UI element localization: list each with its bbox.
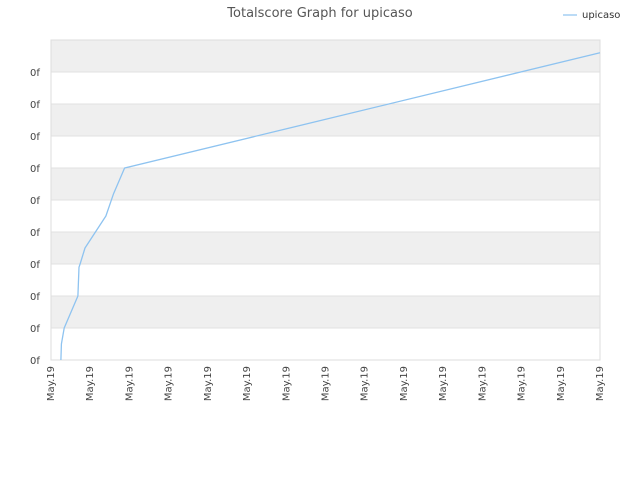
x-tick-label: May.19 <box>360 366 371 401</box>
grid-band <box>51 200 600 232</box>
grid-band <box>51 40 600 72</box>
plot-frame <box>50 39 601 361</box>
chart-title: Totalscore Graph for upicaso <box>226 6 412 21</box>
y-tick-label: 0f <box>30 196 40 207</box>
x-tick-label: May.19 <box>281 366 292 401</box>
series-line-upicaso <box>60 52 601 361</box>
y-tick-label: 0f <box>30 292 40 303</box>
grid-band <box>51 296 600 328</box>
grid-band <box>51 72 600 104</box>
y-tick-label: 0f <box>30 68 40 79</box>
grid-band <box>51 328 600 360</box>
legend-label-upicaso: upicaso <box>582 10 620 21</box>
x-tick-label: May.19 <box>556 366 567 401</box>
x-axis-tick-labels: May.19 May.19 May.19 May.19 May.19 May.19 May.… <box>46 366 606 401</box>
x-tick-label: May.19 <box>242 366 253 401</box>
x-tick-label: May.19 <box>85 366 96 401</box>
plot-background-bands <box>51 39 600 360</box>
grid-band <box>51 264 600 296</box>
legend: upicaso <box>563 10 620 21</box>
grid-band <box>51 168 600 200</box>
grid-band <box>51 136 600 168</box>
x-tick-label: May.19 <box>124 366 135 401</box>
y-tick-label: 0f <box>30 100 40 111</box>
x-tick-label: May.19 <box>438 366 449 401</box>
x-tick-label: May.19 <box>203 366 214 401</box>
x-tick-label: May.19 <box>477 366 488 401</box>
grid-band <box>51 104 600 136</box>
x-tick-label: May.19 <box>399 366 410 401</box>
y-axis-tick-labels: 0f 0f 0f 0f 0f 0f 0f 0f 0f 0f <box>30 68 40 367</box>
series-layer <box>60 52 601 361</box>
x-tick-label: May.19 <box>46 366 57 401</box>
y-tick-label: 0f <box>30 228 40 239</box>
x-tick-label: May.19 <box>321 366 332 401</box>
y-tick-label: 0f <box>30 132 40 143</box>
x-tick-label: May.19 <box>595 366 606 401</box>
y-tick-label: 0f <box>30 356 40 367</box>
y-tick-label: 0f <box>30 260 40 271</box>
x-tick-label: May.19 <box>517 366 528 401</box>
y-tick-label: 0f <box>30 324 40 335</box>
grid-band <box>51 232 600 264</box>
x-tick-label: May.19 <box>164 366 175 401</box>
y-tick-label: 0f <box>30 164 40 175</box>
